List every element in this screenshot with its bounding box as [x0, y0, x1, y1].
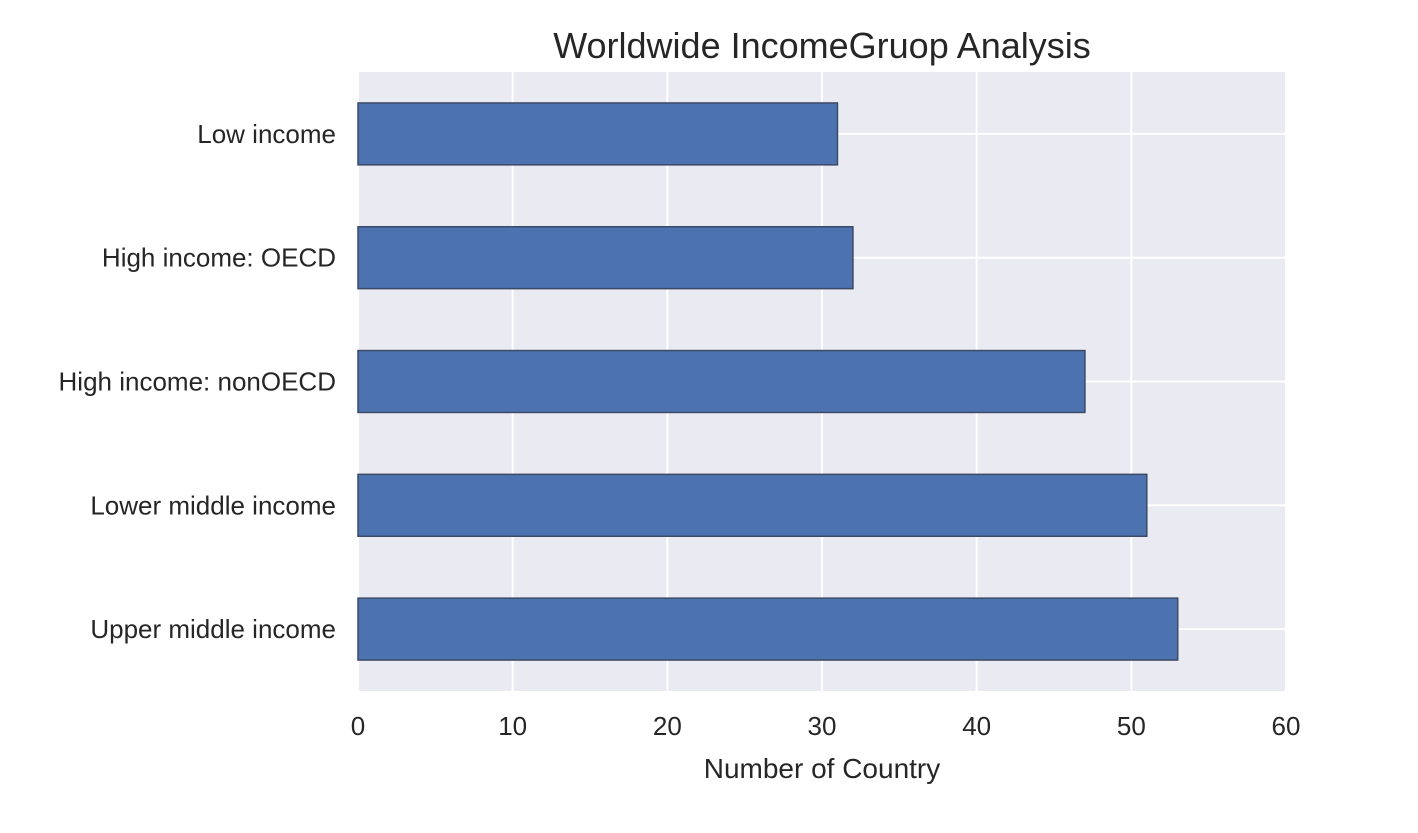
x-tick-label: 20 [653, 711, 682, 741]
x-tick-label: 10 [498, 711, 527, 741]
x-tick-label: 30 [808, 711, 837, 741]
x-tick-label: 60 [1272, 711, 1301, 741]
y-tick-label: Lower middle income [90, 490, 336, 520]
bar [357, 597, 1179, 661]
y-tick-label: Low income [197, 119, 336, 149]
x-tick-labels: 0 10 20 30 40 50 60 [351, 711, 1301, 741]
x-axis-label: Number of Country [704, 753, 941, 784]
bars [357, 102, 1179, 661]
y-tick-label: High income: nonOECD [59, 367, 336, 397]
bar [357, 102, 839, 166]
y-tick-label: Upper middle income [90, 614, 336, 644]
y-tick-label: High income: OECD [102, 243, 336, 273]
x-tick-label: 50 [1117, 711, 1146, 741]
x-tick-label: 40 [962, 711, 991, 741]
y-tick-labels: Low income High income: OECD High income: … [59, 119, 336, 644]
bar [357, 226, 854, 290]
x-tick-label: 0 [351, 711, 365, 741]
chart-title: Worldwide IncomeGruop Analysis [553, 25, 1091, 66]
bar [357, 349, 1086, 414]
bar [357, 473, 1148, 538]
